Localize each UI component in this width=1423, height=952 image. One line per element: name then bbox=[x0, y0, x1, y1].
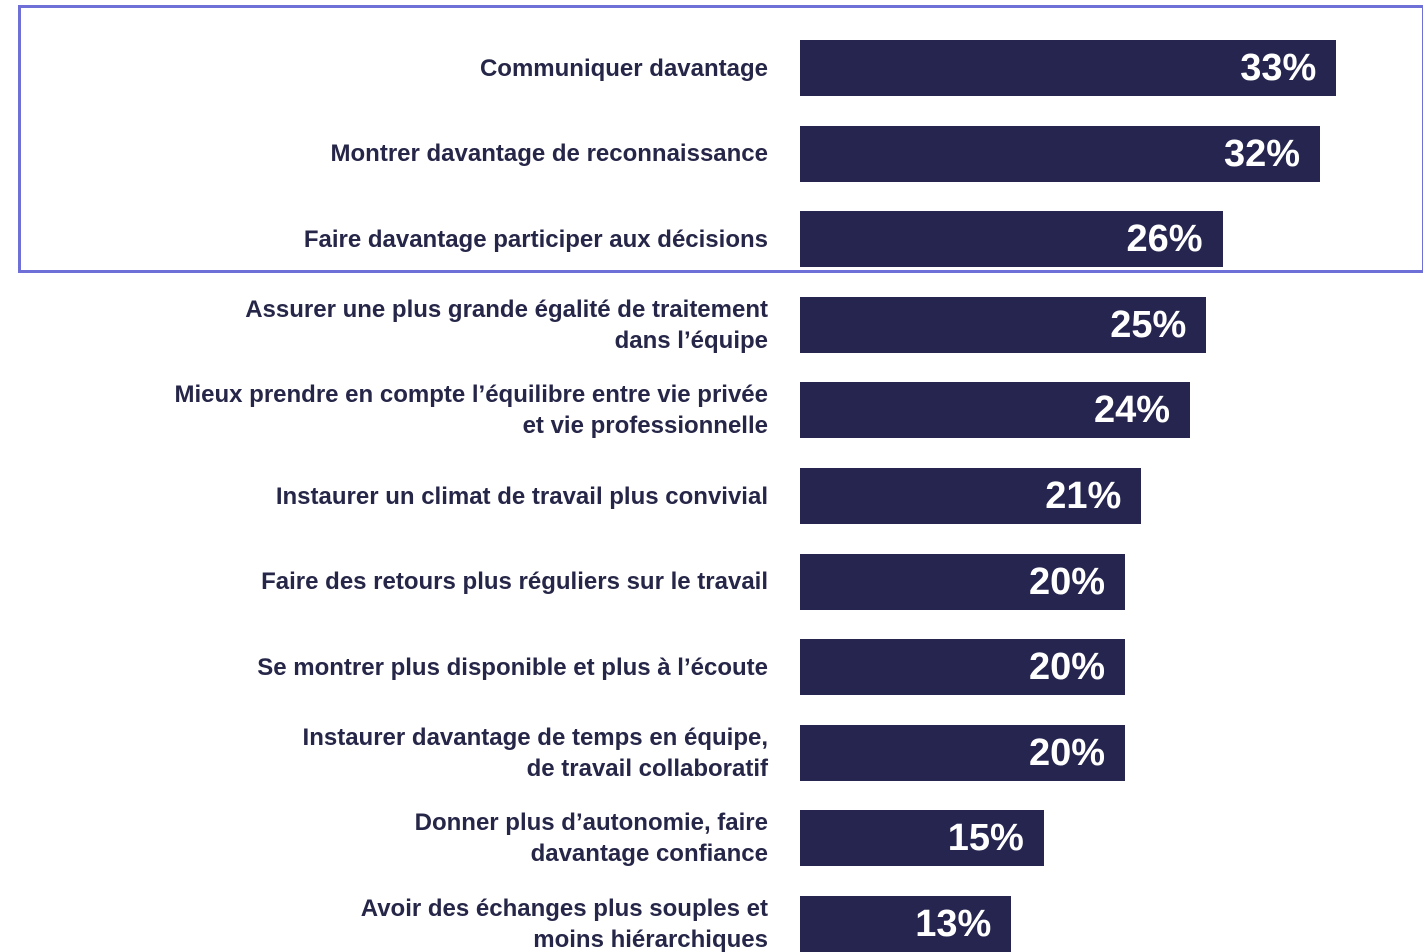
bar bbox=[800, 125, 1320, 182]
value-label: 20% bbox=[1028, 560, 1105, 603]
category-label: Mieux prendre en compte l’équilibre entr… bbox=[174, 381, 768, 440]
bar bbox=[800, 896, 1012, 952]
bar bbox=[800, 553, 1125, 610]
bar bbox=[800, 211, 1223, 268]
category-label: Avoir des échanges plus souples et moins… bbox=[360, 895, 768, 952]
bar bbox=[800, 639, 1125, 696]
bar bbox=[800, 382, 1190, 439]
bar bbox=[800, 810, 1044, 867]
value-label: 24% bbox=[1093, 389, 1170, 432]
category-label: Instaurer un climat de travail plus conv… bbox=[275, 482, 768, 510]
category-label: Donner plus d’autonomie, faire davantage… bbox=[414, 809, 768, 868]
value-label: 25% bbox=[1110, 303, 1187, 346]
value-label: 26% bbox=[1126, 218, 1203, 261]
bar bbox=[800, 40, 1337, 96]
category-label: Faire des retours plus réguliers sur le … bbox=[261, 568, 768, 596]
value-label: 20% bbox=[1028, 731, 1105, 774]
value-label: 33% bbox=[1240, 47, 1317, 89]
category-label: Montrer davantage de reconnaissance bbox=[330, 140, 768, 168]
category-label: Instaurer davantage de temps en équipe, … bbox=[302, 723, 768, 782]
value-label: 15% bbox=[947, 817, 1024, 860]
category-label: Se montrer plus disponible et plus à l’é… bbox=[257, 653, 768, 681]
value-label: 32% bbox=[1223, 132, 1300, 175]
bar bbox=[800, 296, 1207, 353]
bar bbox=[800, 468, 1142, 524]
category-label: Communiquer davantage bbox=[479, 54, 768, 82]
value-label: 20% bbox=[1028, 646, 1105, 689]
bar bbox=[800, 724, 1125, 781]
value-label: 13% bbox=[915, 903, 992, 945]
category-label: Faire davantage participer aux décisions bbox=[303, 225, 768, 253]
value-label: 21% bbox=[1045, 475, 1122, 517]
category-label: Assurer une plus grande égalité de trait… bbox=[245, 295, 768, 354]
